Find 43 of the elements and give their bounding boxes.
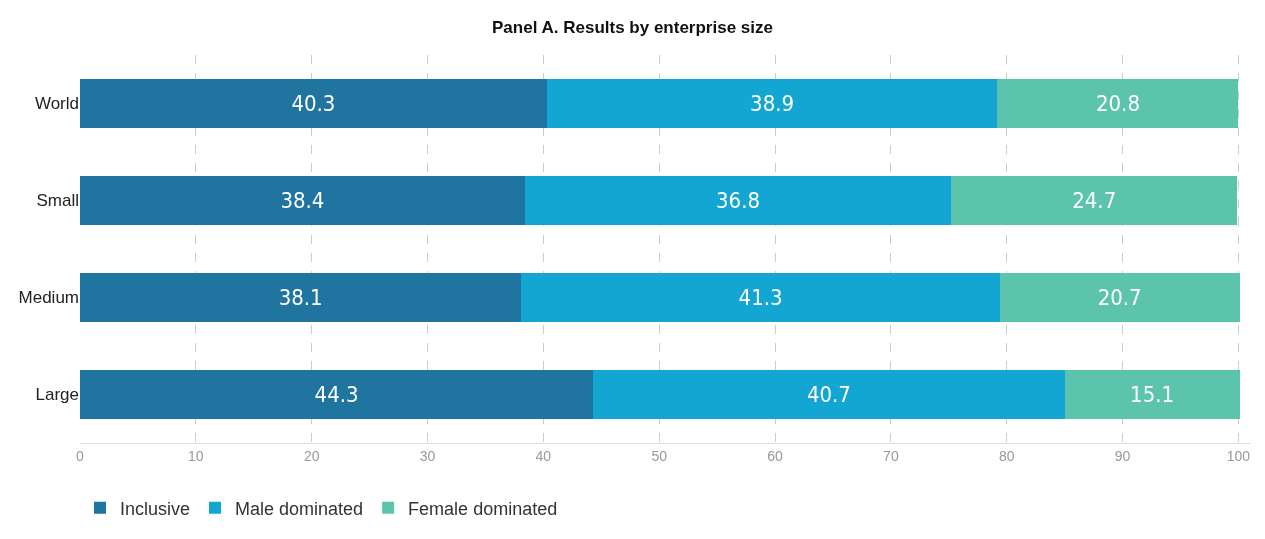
- x-tick-label: 30: [419, 447, 436, 464]
- chart-title: Panel A. Results by enterprise size: [492, 18, 773, 38]
- y-tick-label: Large: [35, 385, 79, 405]
- bar: [80, 176, 525, 225]
- x-tick-label: 70: [883, 447, 899, 464]
- bar: [593, 370, 1065, 419]
- x-tick-label: 20: [303, 447, 320, 464]
- bar: [80, 370, 594, 419]
- bar: [999, 273, 1240, 322]
- data-label: 38.4: [280, 188, 325, 213]
- x-tick-label: 50: [651, 447, 668, 464]
- bar: [524, 176, 952, 225]
- data-label: 40.3: [291, 91, 336, 116]
- bar: [80, 273, 522, 322]
- data-label: 44.3: [314, 382, 359, 407]
- y-tick-label: Small: [36, 191, 79, 211]
- x-tick-label: 100: [1226, 447, 1251, 464]
- bar: [1064, 370, 1240, 419]
- x-tick-label: 80: [998, 447, 1015, 464]
- y-tick-label: Medium: [18, 288, 79, 308]
- x-tick-label: 40: [535, 447, 552, 464]
- data-label: 15.1: [1130, 382, 1175, 407]
- x-tick-label: 90: [1114, 447, 1131, 464]
- data-label: 20.7: [1097, 285, 1142, 310]
- x-tick-label: 60: [767, 447, 784, 464]
- x-tick-label: 10: [188, 447, 204, 464]
- data-label: 41.3: [738, 285, 783, 310]
- bar: [997, 79, 1239, 128]
- data-label: 20.8: [1095, 91, 1140, 116]
- bar: [951, 176, 1238, 225]
- data-label: 38.9: [750, 91, 795, 116]
- legend-label: Inclusive: [120, 498, 191, 519]
- legend-label: Female dominated: [408, 498, 558, 519]
- data-label: 36.8: [715, 188, 761, 213]
- x-tick-label: 0: [76, 447, 85, 464]
- legend-label: Male dominated: [235, 498, 364, 519]
- bar: [546, 79, 998, 128]
- bar: [521, 273, 1000, 322]
- data-label: 40.7: [806, 382, 851, 407]
- bar: [80, 79, 547, 128]
- data-label: 24.7: [1072, 188, 1117, 213]
- data-label: 38.1: [278, 285, 323, 310]
- y-tick-label: World: [34, 94, 79, 114]
